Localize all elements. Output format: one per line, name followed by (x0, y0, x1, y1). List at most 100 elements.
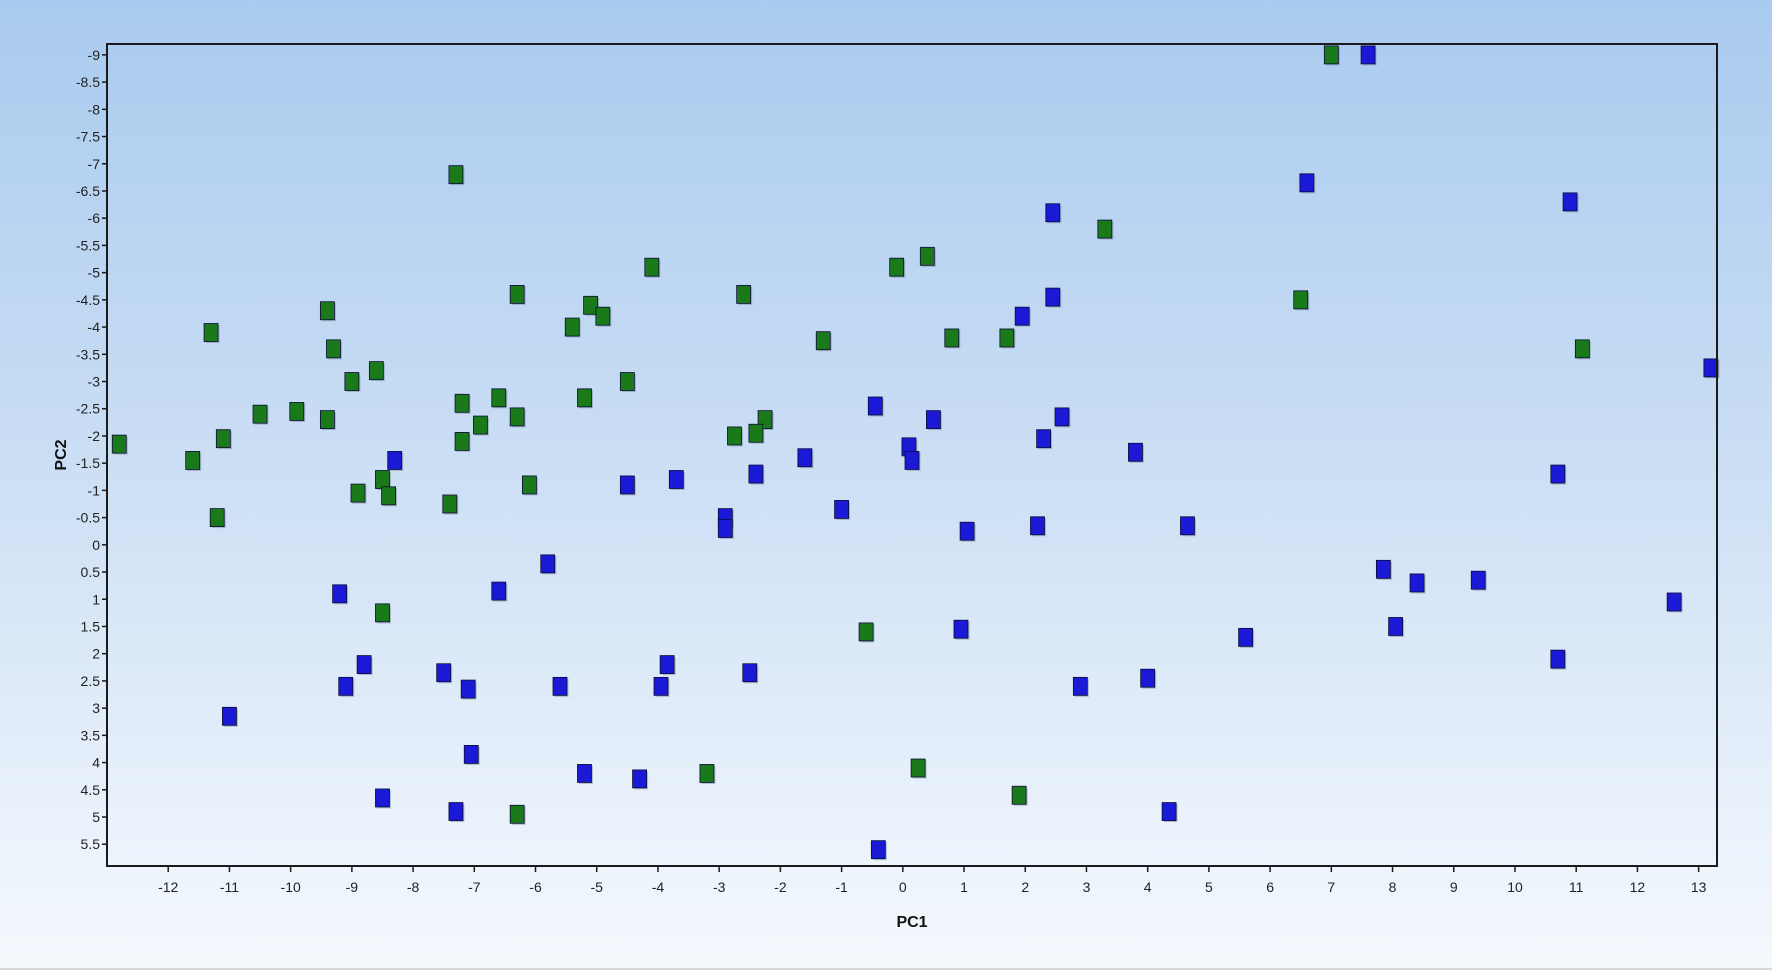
green-data-point (748, 423, 764, 443)
y-tick-label: -3.5 (76, 346, 100, 362)
green-data-point (381, 486, 396, 506)
blue-data-point (867, 396, 883, 416)
blue-data-point (1045, 287, 1061, 307)
green-data-point (454, 431, 470, 451)
x-tick-label: -8 (407, 879, 420, 895)
x-tick-label: -5 (591, 879, 604, 895)
blue-data-point (1140, 668, 1156, 688)
blue-data-point (540, 554, 556, 574)
blue-data-point (448, 802, 464, 821)
green-data-point (1323, 45, 1339, 65)
green-data-point (727, 426, 742, 446)
x-tick-label: -12 (158, 879, 178, 895)
y-tick-label: -7.5 (76, 129, 100, 145)
y-tick-label: -0.5 (76, 510, 100, 526)
blue-data-point (742, 663, 758, 683)
x-tick-label: 5 (1205, 879, 1213, 895)
blue-data-point (1360, 45, 1376, 65)
green-data-point (289, 402, 305, 421)
green-data-point (564, 317, 580, 337)
blue-data-point (659, 655, 675, 674)
blue-data-point (904, 451, 920, 470)
green-data-point (999, 328, 1015, 348)
x-tick-label: 2 (1021, 879, 1029, 895)
green-data-point (1097, 219, 1113, 239)
green-data-point (326, 339, 341, 359)
green-data-point (910, 758, 926, 778)
x-tick-label: -3 (713, 879, 726, 895)
blue-data-point (387, 451, 403, 470)
green-data-point (858, 622, 874, 642)
green-data-point (111, 434, 127, 454)
green-data-point (1293, 290, 1309, 310)
blue-data-point (338, 676, 354, 696)
x-tick-label: 13 (1691, 879, 1707, 895)
blue-data-point (668, 470, 684, 489)
green-data-point (521, 475, 537, 495)
x-tick-label: 12 (1630, 879, 1646, 895)
x-tick-label: -9 (346, 879, 359, 895)
green-data-point (509, 285, 525, 304)
blue-data-point (375, 788, 390, 808)
blue-data-point (332, 584, 348, 604)
blue-data-point (1409, 573, 1425, 593)
blue-data-point (1161, 802, 1177, 821)
blue-data-point (1014, 306, 1030, 326)
blue-data-point (436, 663, 452, 683)
green-data-point (919, 246, 935, 266)
x-tick-label: -6 (529, 879, 542, 895)
blue-data-point (1666, 592, 1682, 612)
blue-data-point (1054, 407, 1070, 427)
blue-data-point (552, 676, 568, 696)
y-tick-label: 0 (92, 537, 100, 553)
x-axis-title: PC1 (896, 914, 927, 931)
blue-data-point (222, 706, 237, 726)
green-data-point (350, 483, 366, 503)
green-data-point (442, 494, 458, 514)
blue-data-point (356, 655, 372, 674)
green-data-point (375, 470, 390, 489)
blue-data-point (1299, 173, 1315, 193)
y-tick-label: 0.5 (81, 564, 101, 580)
y-tick-label: 3.5 (81, 727, 101, 743)
green-data-point (375, 603, 390, 623)
green-data-point (185, 451, 201, 470)
blue-data-point (1030, 516, 1045, 536)
blue-data-point (717, 519, 733, 538)
blue-data-point (1550, 649, 1566, 669)
green-data-point (944, 328, 960, 348)
x-tick-label: 0 (899, 879, 907, 895)
x-tick-label: -7 (468, 879, 481, 895)
blue-data-point (1562, 192, 1578, 212)
y-tick-label: 5.5 (81, 836, 101, 852)
green-data-point (644, 257, 660, 277)
y-tick-label: -6 (88, 210, 101, 226)
y-tick-label: 2.5 (81, 673, 101, 689)
green-data-point (889, 257, 905, 277)
y-tick-label: 1 (92, 591, 100, 607)
blue-data-point (1036, 429, 1052, 449)
blue-data-point (577, 764, 592, 783)
x-tick-label: 10 (1507, 879, 1523, 895)
blue-data-point (1375, 559, 1391, 579)
y-tick-label: -9 (88, 47, 101, 63)
x-tick-label: -1 (835, 879, 848, 895)
green-data-point (203, 323, 219, 342)
y-tick-label: 4.5 (81, 782, 101, 798)
blue-data-point (870, 840, 886, 860)
x-tick-label: 3 (1083, 879, 1091, 895)
x-tick-label: 9 (1450, 879, 1458, 895)
blue-data-point (1180, 516, 1195, 536)
blue-data-point (953, 619, 969, 639)
blue-data-point (1550, 464, 1566, 484)
plot-frame (106, 43, 1718, 867)
blue-data-point (460, 679, 476, 699)
green-data-point (509, 804, 525, 824)
green-data-point (454, 393, 470, 413)
blue-data-point (619, 475, 635, 495)
blue-data-point (1128, 442, 1143, 462)
y-tick-label: 1.5 (81, 618, 101, 634)
blue-data-point (926, 410, 941, 430)
blue-data-point (491, 581, 507, 601)
